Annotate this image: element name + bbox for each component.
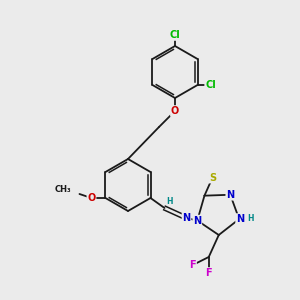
Text: F: F (206, 268, 212, 278)
Text: N: N (193, 215, 201, 226)
Text: O: O (87, 193, 96, 203)
Text: N: N (236, 214, 244, 224)
Text: H: H (166, 196, 173, 206)
Text: S: S (209, 173, 216, 183)
Text: F: F (190, 260, 196, 270)
Text: O: O (171, 106, 179, 116)
Text: Cl: Cl (169, 30, 180, 40)
Text: CH₃: CH₃ (55, 185, 71, 194)
Text: N: N (226, 190, 234, 200)
Text: N: N (182, 213, 190, 223)
Text: H: H (247, 214, 253, 223)
Text: Cl: Cl (205, 80, 216, 90)
